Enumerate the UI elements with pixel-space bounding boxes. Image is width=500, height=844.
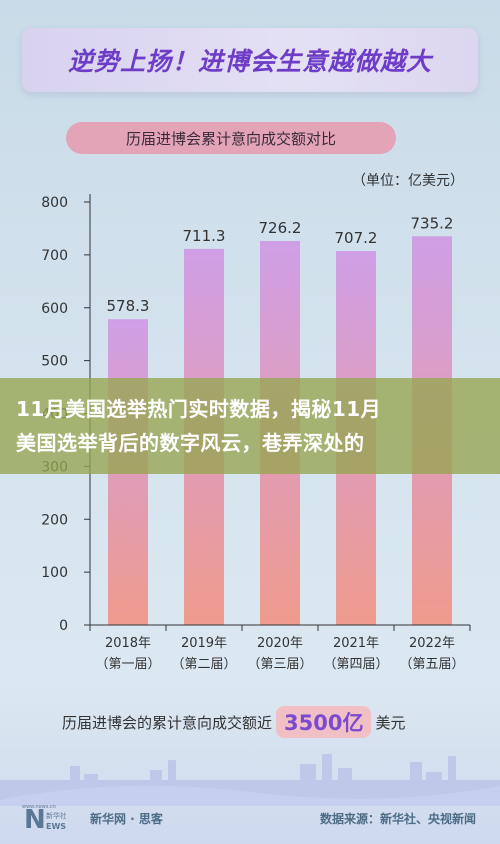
headline-banner: 逆势上扬！进博会生意越做越大 (22, 28, 478, 92)
x-tick-label-session: （第四届） (323, 657, 388, 672)
news-overlay[interactable]: 11月美国选举热门实时数据，揭秘11月 美国选举背后的数字风云，巷弄深处的 (0, 378, 500, 474)
x-tick-label-session: （第三届） (247, 657, 312, 672)
value-label: 726.2 (259, 219, 302, 237)
y-tick-label: 100 (41, 565, 68, 581)
y-tick-label: 600 (41, 301, 68, 317)
note-highlight: 3500亿 (276, 706, 372, 738)
y-tick-label: 500 (41, 354, 68, 370)
unit-label: （单位：亿美元） (352, 173, 464, 189)
x-tick-label-session: （第一届） (95, 657, 160, 672)
value-label: 735.2 (411, 214, 454, 232)
footer: N 新华社 EWS www.news.cn 新华网 · 思客 数据来源：新华社、… (0, 800, 500, 844)
bar-chart: 0100200300400500600700800 578.3711.3726.… (41, 194, 471, 672)
logo-text: 新华社 (46, 811, 66, 820)
y-tick-label: 800 (41, 195, 68, 211)
note-suffix: 美元 (375, 713, 406, 732)
xinhua-news-logo: N 新华社 EWS www.news.cn (22, 804, 66, 835)
x-tick-label-year: 2022年 (409, 636, 455, 651)
svg-text:N: N (24, 805, 46, 835)
chart-title: 历届进博会累计意向成交额对比 (66, 122, 396, 154)
x-tick-label-year: 2020年 (257, 636, 303, 651)
x-tick-label-year: 2021年 (333, 636, 379, 651)
overlay-line-2: 美国选举背后的数字风云，巷弄深处的 (16, 431, 365, 455)
x-tick-label-year: 2019年 (181, 636, 227, 651)
overlay-line-1: 11月美国选举热门实时数据，揭秘11月 (16, 397, 382, 421)
value-label: 707.2 (335, 229, 378, 247)
svg-text:EWS: EWS (46, 822, 66, 831)
value-labels: 578.3 711.3 726.2 707.2 735.2 (107, 214, 454, 315)
value-label: 578.3 (107, 297, 150, 315)
data-source: 数据来源：新华社、央视新闻 (319, 812, 476, 826)
y-tick-label: 200 (41, 512, 68, 528)
x-tick-label-session: （第二届） (171, 657, 236, 672)
x-tick-label-session: （第五届） (399, 657, 464, 672)
headline: 逆势上扬！进博会生意越做越大 (67, 47, 432, 76)
note-prefix: 历届进博会的累计意向成交额近 (62, 713, 273, 732)
logo-caption: www.news.cn (22, 804, 56, 810)
value-label: 711.3 (183, 227, 226, 245)
y-tick-label: 700 (41, 248, 68, 264)
x-tick-label-year: 2018年 (105, 636, 151, 651)
city-skyline-illustration (0, 754, 500, 806)
y-tick-label: 0 (59, 618, 68, 634)
summary-note: 历届进博会的累计意向成交额近 3500亿 美元 (62, 706, 405, 738)
brand-label: 新华网 · 思客 (90, 812, 163, 826)
x-axis: 2018年 （第一届） 2019年 （第二届） 2020年 （第三届） 2021年 （第四届）… (89, 624, 471, 672)
